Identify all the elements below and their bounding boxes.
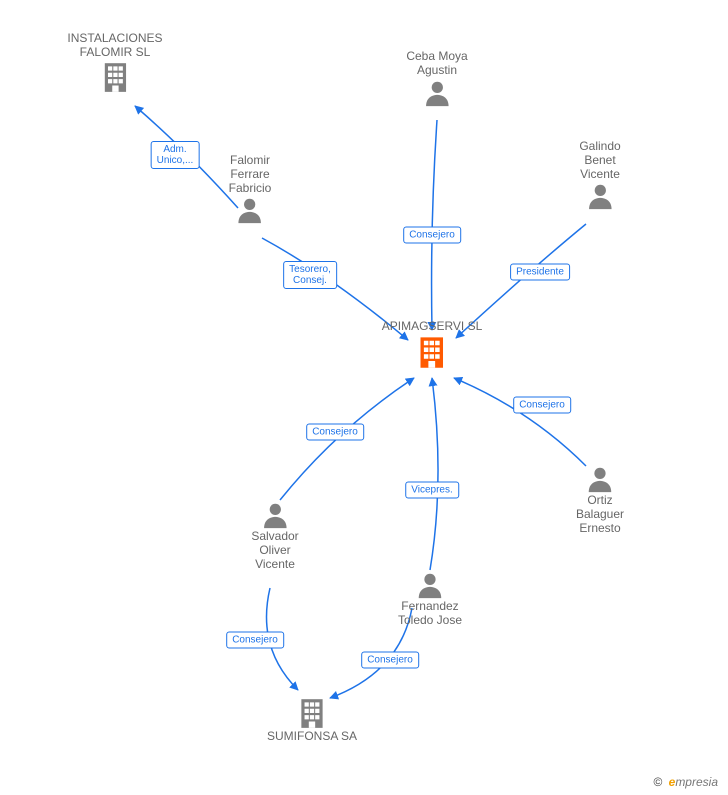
node-label-ceba: Ceba MoyaAgustin	[406, 50, 467, 78]
node-label-ortiz: OrtizBalaguerErnesto	[576, 494, 624, 535]
node-ceba[interactable]: Ceba MoyaAgustin	[406, 50, 467, 108]
edge-label-falomir-instalaciones: Adm.Unico,...	[151, 141, 200, 169]
node-label-sumifonsa: SUMIFONSA SA	[267, 730, 357, 744]
edge-label-salvador-center: Consejero	[306, 424, 364, 441]
edge-ortiz-center	[454, 378, 586, 466]
node-sumifonsa[interactable]: SUMIFONSA SA	[267, 696, 357, 744]
person-icon	[229, 195, 272, 225]
edge-ceba-center	[432, 120, 437, 330]
person-icon	[579, 181, 620, 211]
diagram-canvas	[0, 0, 728, 795]
edge-label-galindo-center: Presidente	[510, 264, 570, 281]
node-fernandez[interactable]: FernandezToledo Jose	[398, 570, 462, 628]
building-icon	[67, 60, 162, 94]
edge-label-fernandez-center: Vicepres.	[405, 482, 459, 499]
node-instalaciones[interactable]: INSTALACIONESFALOMIR SL	[67, 32, 162, 94]
person-icon	[576, 464, 624, 494]
node-label-falomir: FalomirFerrareFabricio	[229, 154, 272, 195]
node-center[interactable]: APIMAGSERVI SL	[382, 320, 482, 370]
node-label-salvador: SalvadorOliverVicente	[251, 530, 298, 571]
person-icon	[398, 570, 462, 600]
building-icon	[382, 334, 482, 370]
person-icon	[406, 78, 467, 108]
node-ortiz[interactable]: OrtizBalaguerErnesto	[576, 464, 624, 535]
node-label-fernandez: FernandezToledo Jose	[398, 600, 462, 628]
node-falomir[interactable]: FalomirFerrareFabricio	[229, 154, 272, 225]
node-salvador[interactable]: SalvadorOliverVicente	[251, 500, 298, 571]
logo-rest: mpresia	[675, 775, 718, 789]
node-label-galindo: GalindoBenetVicente	[579, 140, 620, 181]
person-icon	[251, 500, 298, 530]
edge-label-ceba-center: Consejero	[403, 227, 461, 244]
edge-label-fernandez-sumifonsa: Consejero	[361, 652, 419, 669]
edge-label-salvador-sumifonsa: Consejero	[226, 632, 284, 649]
building-icon	[267, 696, 357, 730]
footer-credit: © empresia	[653, 775, 718, 789]
edge-fernandez-center	[430, 378, 438, 570]
node-label-instalaciones: INSTALACIONESFALOMIR SL	[67, 32, 162, 60]
edge-label-falomir-center: Tesorero,Consej.	[283, 261, 337, 289]
node-galindo[interactable]: GalindoBenetVicente	[579, 140, 620, 211]
node-label-center: APIMAGSERVI SL	[382, 320, 482, 334]
edge-label-ortiz-center: Consejero	[513, 397, 571, 414]
copyright-symbol: ©	[653, 775, 662, 789]
